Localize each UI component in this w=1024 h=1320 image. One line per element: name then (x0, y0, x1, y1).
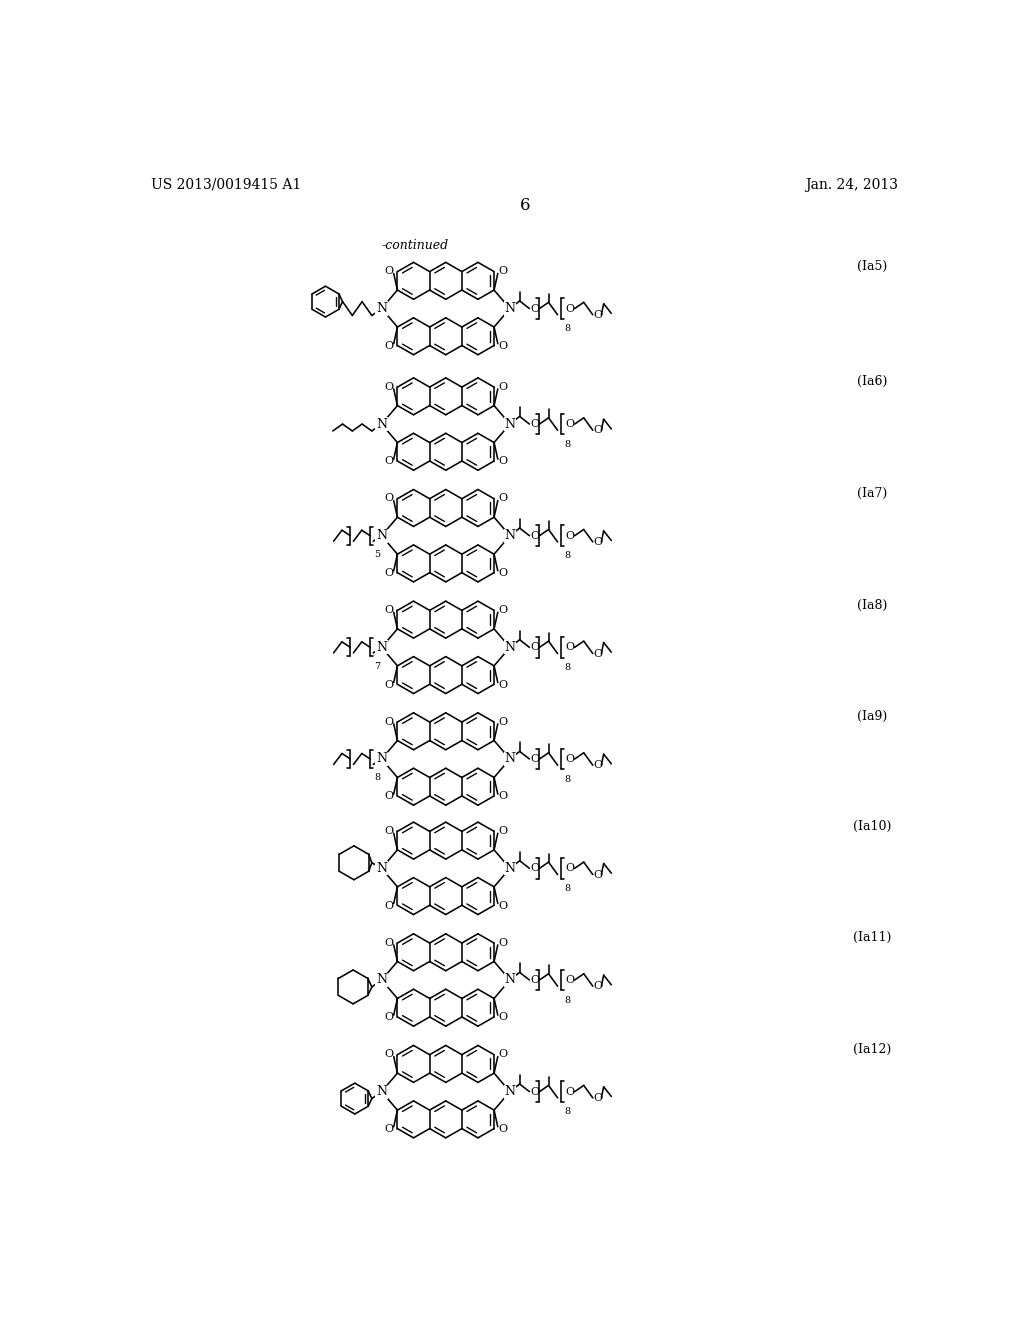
Text: O: O (530, 643, 540, 652)
Text: US 2013/0019415 A1: US 2013/0019415 A1 (152, 178, 301, 191)
Text: O: O (565, 975, 574, 985)
Text: 8: 8 (564, 995, 570, 1005)
Text: O: O (498, 457, 507, 466)
Text: O: O (565, 531, 574, 541)
Text: O: O (384, 381, 393, 392)
Text: N: N (505, 1085, 515, 1098)
Text: O: O (498, 1049, 507, 1059)
Text: 6: 6 (519, 197, 530, 214)
Text: O: O (498, 381, 507, 392)
Text: N: N (376, 973, 387, 986)
Text: O: O (384, 937, 393, 948)
Text: N: N (505, 973, 515, 986)
Text: O: O (565, 754, 574, 764)
Text: 8: 8 (374, 774, 380, 783)
Text: O: O (498, 605, 507, 615)
Text: O: O (594, 1093, 603, 1104)
Text: 5: 5 (374, 550, 380, 560)
Text: O: O (384, 568, 393, 578)
Text: 8: 8 (564, 884, 570, 894)
Text: O: O (498, 494, 507, 503)
Text: O: O (594, 981, 603, 991)
Text: O: O (498, 1012, 507, 1023)
Text: O: O (594, 425, 603, 436)
Text: 8: 8 (564, 775, 570, 784)
Text: (Ia5): (Ia5) (857, 260, 887, 273)
Text: (Ia6): (Ia6) (857, 375, 887, 388)
Text: O: O (530, 418, 540, 429)
Text: O: O (498, 900, 507, 911)
Text: O: O (498, 267, 507, 276)
Text: (Ia12): (Ia12) (853, 1043, 891, 1056)
Text: O: O (530, 975, 540, 985)
Text: O: O (384, 680, 393, 690)
Text: 8: 8 (564, 440, 570, 449)
Text: (Ia8): (Ia8) (857, 598, 887, 611)
Text: O: O (384, 792, 393, 801)
Text: O: O (384, 494, 393, 503)
Text: 8: 8 (564, 1107, 570, 1117)
Text: O: O (498, 792, 507, 801)
Text: O: O (384, 457, 393, 466)
Text: N: N (376, 302, 387, 315)
Text: O: O (498, 717, 507, 726)
Text: N: N (376, 1085, 387, 1098)
Text: O: O (530, 531, 540, 541)
Text: O: O (498, 568, 507, 578)
Text: N: N (505, 417, 515, 430)
Text: O: O (594, 760, 603, 771)
Text: O: O (565, 1086, 574, 1097)
Text: O: O (530, 304, 540, 314)
Text: O: O (530, 863, 540, 874)
Text: O: O (498, 680, 507, 690)
Text: O: O (565, 418, 574, 429)
Text: N: N (376, 417, 387, 430)
Text: (Ia11): (Ia11) (853, 931, 891, 944)
Text: Jan. 24, 2013: Jan. 24, 2013 (805, 178, 898, 191)
Text: O: O (530, 754, 540, 764)
Text: O: O (498, 341, 507, 351)
Text: O: O (384, 826, 393, 836)
Text: 7: 7 (374, 661, 380, 671)
Text: O: O (498, 826, 507, 836)
Text: O: O (530, 1086, 540, 1097)
Text: O: O (565, 304, 574, 314)
Text: O: O (384, 1012, 393, 1023)
Text: N: N (505, 862, 515, 875)
Text: N: N (376, 640, 387, 653)
Text: O: O (384, 267, 393, 276)
Text: 8: 8 (564, 325, 570, 334)
Text: O: O (384, 1125, 393, 1134)
Text: O: O (384, 900, 393, 911)
Text: 8: 8 (564, 663, 570, 672)
Text: O: O (594, 310, 603, 319)
Text: N: N (505, 302, 515, 315)
Text: (Ia9): (Ia9) (857, 710, 887, 723)
Text: O: O (498, 937, 507, 948)
Text: O: O (384, 341, 393, 351)
Text: (Ia10): (Ia10) (853, 820, 891, 833)
Text: N: N (505, 529, 515, 543)
Text: O: O (594, 870, 603, 879)
Text: O: O (384, 605, 393, 615)
Text: (Ia7): (Ia7) (857, 487, 887, 500)
Text: O: O (498, 1125, 507, 1134)
Text: O: O (565, 643, 574, 652)
Text: O: O (594, 537, 603, 546)
Text: N: N (505, 752, 515, 766)
Text: N: N (376, 862, 387, 875)
Text: O: O (384, 1049, 393, 1059)
Text: 8: 8 (564, 552, 570, 561)
Text: N: N (376, 529, 387, 543)
Text: O: O (594, 648, 603, 659)
Text: N: N (505, 640, 515, 653)
Text: O: O (384, 717, 393, 726)
Text: N: N (376, 752, 387, 766)
Text: -continued: -continued (381, 239, 449, 252)
Text: O: O (565, 863, 574, 874)
